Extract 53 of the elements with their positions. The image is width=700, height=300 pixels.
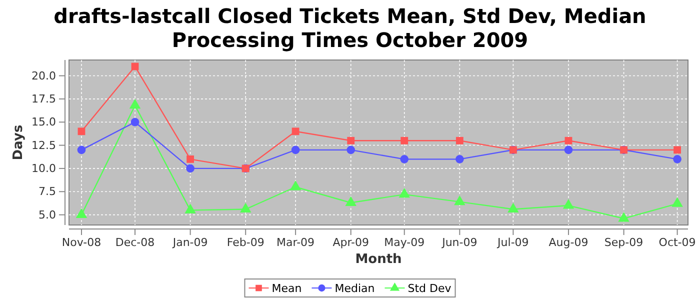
- point: [398, 188, 410, 198]
- point: [77, 146, 86, 154]
- point: [130, 118, 140, 126]
- x-tick-label: Mar-09: [276, 236, 315, 249]
- point: [674, 146, 682, 154]
- point: [400, 155, 409, 164]
- point: [345, 196, 356, 206]
- legend-label: Std Dev: [408, 282, 452, 295]
- point: [291, 146, 300, 154]
- x-tick-label: Dec-08: [115, 236, 155, 249]
- x-tick-label: Apr-09: [332, 236, 369, 249]
- x-tick-label: Nov-08: [62, 236, 102, 249]
- x-tick-label: May-09: [384, 236, 425, 249]
- point: [455, 155, 464, 164]
- legend-label: Mean: [272, 282, 302, 295]
- point: [454, 195, 466, 206]
- point: [184, 204, 196, 214]
- y-tick-label: 20.0: [32, 69, 56, 82]
- point: [564, 146, 573, 154]
- x-axis-title: Month: [355, 252, 402, 267]
- point: [76, 208, 88, 218]
- x-tick-label: Oct-09: [658, 236, 696, 249]
- point: [400, 136, 408, 144]
- point: [562, 199, 574, 209]
- point: [186, 155, 194, 163]
- point: [618, 212, 630, 222]
- point: [508, 202, 519, 212]
- y-tick-label: 7.5: [38, 185, 56, 198]
- y-tick-label: 12.5: [32, 138, 56, 152]
- point: [292, 128, 300, 136]
- point: [186, 164, 194, 173]
- y-tick-label: 10.0: [32, 162, 56, 175]
- y-tick-label: 15.0: [32, 116, 56, 129]
- chart-title: drafts-lastcall Closed Tickets Mean, Std Dev, Median Processing Times October 2009: [54, 4, 646, 52]
- x-tick-label: Jan-09: [172, 236, 208, 249]
- x-tick-label: Jul-09: [496, 236, 529, 249]
- point: [564, 136, 572, 144]
- y-tick-label: 5.0: [38, 208, 56, 222]
- point: [346, 146, 356, 154]
- point: [673, 155, 682, 164]
- y-axis-title: Days: [11, 124, 26, 160]
- point: [672, 197, 683, 207]
- point: [290, 180, 302, 190]
- x-tick-label: Aug-09: [548, 236, 588, 249]
- point: [78, 128, 86, 136]
- x-tick-label: Feb-09: [226, 236, 264, 249]
- x-tick-label: Sep-09: [604, 236, 644, 249]
- point: [456, 136, 464, 144]
- point: [240, 202, 252, 212]
- y-tick-label: 17.5: [32, 92, 56, 106]
- x-tick-label: Jun-09: [441, 236, 478, 249]
- legend-label: Median: [334, 282, 375, 295]
- point: [347, 136, 355, 144]
